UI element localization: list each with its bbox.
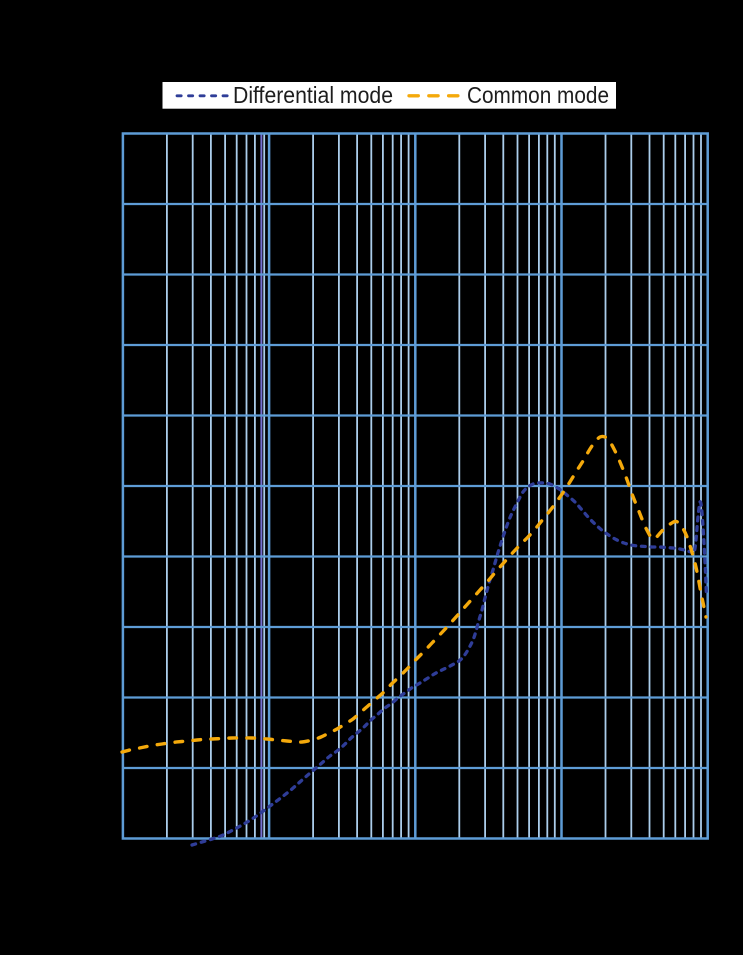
svg-text:Differential mode: Differential mode [233,82,393,108]
svg-text:Common mode: Common mode [467,82,609,108]
